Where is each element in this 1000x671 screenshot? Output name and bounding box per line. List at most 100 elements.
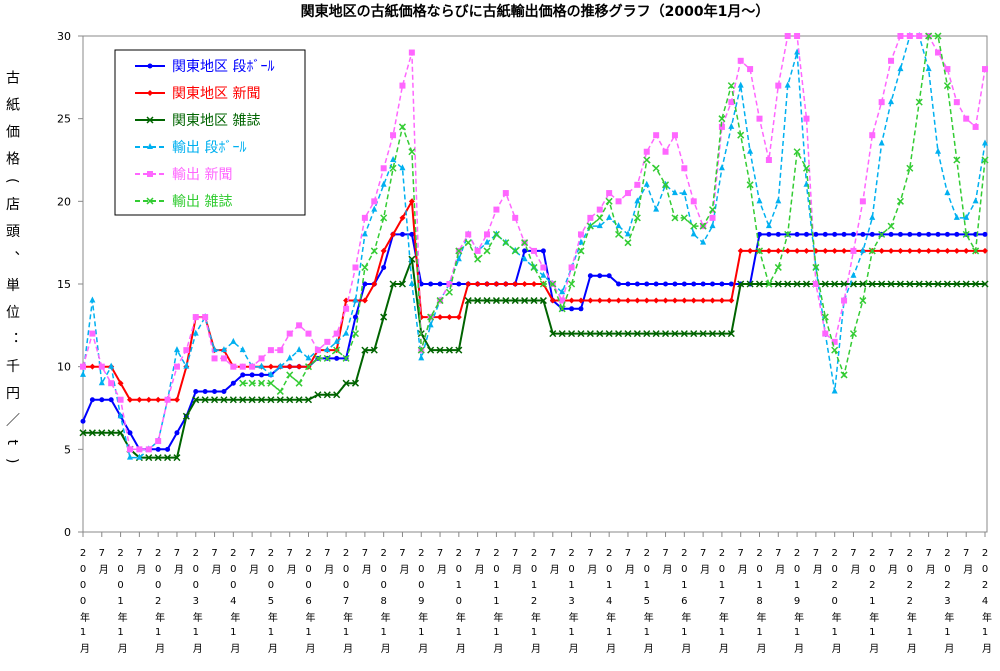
marker [737,247,744,254]
marker [728,281,734,287]
marker [775,197,782,204]
marker [737,57,744,64]
marker [831,247,838,254]
marker [718,330,726,338]
marker [812,281,819,287]
marker [935,247,942,254]
marker [793,148,801,156]
marker [925,280,933,288]
marker [802,164,811,172]
marker [850,247,857,254]
marker [633,214,641,222]
marker [136,453,143,460]
marker [80,363,86,370]
marker [229,396,237,404]
marker [587,214,594,221]
marker [728,122,735,129]
marker [230,380,236,386]
marker [662,148,669,155]
marker [916,231,922,237]
marker [653,205,660,212]
marker [427,313,435,321]
marker [953,280,961,288]
marker [869,231,875,237]
marker [643,148,650,155]
marker [728,297,735,304]
marker [192,329,199,336]
marker [257,379,266,387]
marker [897,33,904,39]
marker [409,231,415,237]
marker [193,388,199,394]
marker [681,189,688,196]
marker [493,281,500,287]
marker [145,446,152,453]
marker [605,330,613,338]
marker [803,115,810,122]
marker [981,280,989,288]
marker [634,197,641,204]
marker [145,396,152,403]
x-tick-label: 7月 [435,548,447,579]
marker [333,346,341,354]
marker [239,363,246,370]
marker [718,164,725,171]
marker [108,380,115,387]
marker [578,306,584,312]
marker [982,231,988,237]
marker [887,222,895,230]
marker [474,247,481,254]
marker [775,247,782,254]
x-tick-label: 7月 [322,548,334,579]
marker [981,156,989,164]
marker [747,66,754,73]
marker [690,222,698,230]
marker [615,230,623,238]
marker [146,116,154,124]
marker [840,371,848,379]
marker [117,396,124,403]
marker [427,321,434,328]
marker [380,247,387,254]
marker [117,412,124,419]
marker [596,297,603,304]
marker [89,397,95,403]
marker [577,238,584,245]
marker [916,33,923,39]
y-axis-label: 古紙価格(店頭、単位：千円／t) [4,70,20,476]
x-tick-label: 2011年1月 [491,548,503,658]
marker [832,231,838,237]
marker [605,197,613,205]
marker [465,281,472,287]
marker [389,280,397,288]
marker [324,338,331,345]
marker [868,280,876,288]
y-tick-label: 20 [57,195,71,208]
marker [897,247,904,254]
marker [747,247,754,254]
marker [755,280,764,288]
marker [98,429,106,437]
marker [390,132,397,139]
marker [323,354,331,362]
marker [183,347,190,354]
marker [606,297,613,304]
marker [944,231,950,237]
marker [756,197,763,204]
marker [775,82,782,89]
marker [428,281,434,287]
marker [80,418,86,424]
marker [474,297,482,305]
marker [755,247,764,255]
marker [230,363,237,370]
marker [436,297,444,305]
x-tick-label: 7月 [247,548,259,579]
marker [549,330,557,338]
marker [624,190,631,197]
marker [737,280,745,288]
marker [380,180,387,187]
marker [220,346,227,353]
marker [549,297,556,304]
marker [230,337,237,344]
marker [267,347,274,354]
